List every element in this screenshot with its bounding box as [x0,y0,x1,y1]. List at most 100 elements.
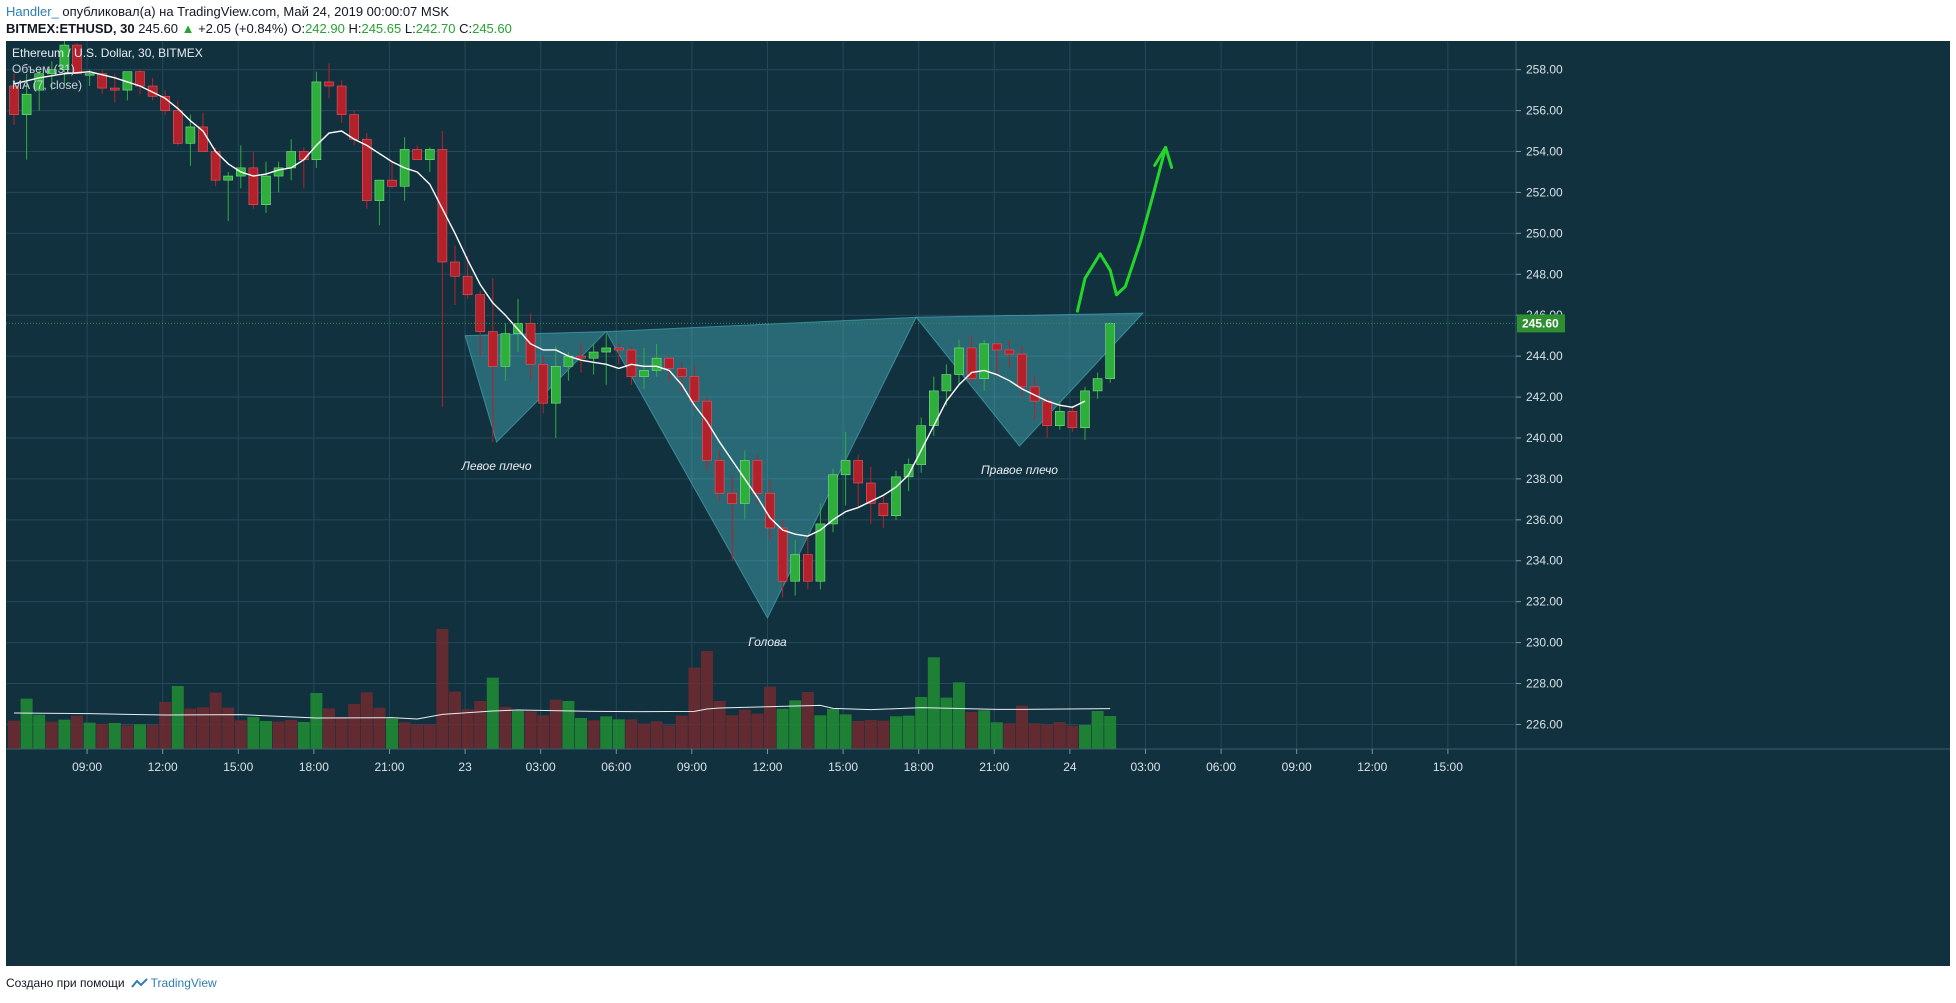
candle-body [777,527,788,582]
y-tick-label: 234.00 [1526,554,1563,568]
low-value: 242.70 [415,21,456,36]
candle-body [1105,323,1115,379]
x-tick-label: 24 [1063,760,1077,774]
price-chart[interactable]: Левое плечо Голова Правое плечо 226.00 228.… [6,41,1950,966]
candle-body [1080,390,1090,429]
volume-bar [209,692,222,749]
volume-bar [260,721,272,749]
volume-bar [953,682,965,749]
y-tick-label: 240.00 [1526,431,1563,445]
volume-bar [713,701,726,749]
volume-bar [990,722,1003,749]
candle-body [59,44,70,70]
volume-bar [71,715,83,749]
volume-bar [915,697,928,749]
volume-bar [965,712,978,749]
publish-info: опубликовал(а) на TradingView.com, Май 2… [58,4,450,19]
volume-bar [386,718,398,749]
volume-bar [701,651,713,749]
candle-body [97,73,107,89]
candle-body [261,175,271,205]
open-label: O: [291,21,306,36]
volume-bar [1079,725,1091,749]
volume-bar [940,697,953,749]
tradingview-logo-icon [130,978,148,988]
x-tick-label: 12:00 [148,760,178,774]
volume-bar [814,715,827,749]
candle-body [714,460,725,494]
author-link[interactable]: Handler_ [6,4,59,19]
legend-series: Ethereum / U.S. Dollar, 30, BITMEX [12,46,203,60]
candle-body [311,81,322,160]
volume-bar [461,709,474,749]
volume-bar [600,716,613,749]
volume-bar [927,657,940,749]
volume-bar [474,701,487,749]
candle-body [1029,386,1040,402]
candle-body [500,333,511,367]
volume-bar [146,725,159,749]
candle-body [84,73,95,76]
volume-bar [902,715,915,749]
candle-body [878,503,889,517]
y-tick-label: 258.00 [1526,63,1563,77]
ohlc-line: BITMEX:ETHUSD, 30 245.60 ▲ +2.05 (+0.84%… [6,20,512,37]
candle-body [727,492,738,504]
price-change: +2.05 (+0.84%) [198,21,288,36]
volume-bar [776,708,789,749]
y-tick-label: 254.00 [1526,144,1563,158]
footer-brand-link[interactable]: TradingView [150,976,217,990]
candle-body [613,347,624,351]
candle-body [349,114,360,140]
candle-body [676,368,687,377]
candle-body [765,492,775,529]
candlestick-series [9,41,1115,598]
volume-bar [638,723,650,749]
candle-body [865,482,876,504]
candle-body [840,460,851,476]
volume-bar [549,699,562,749]
volume-bar [726,715,739,749]
volume-bar [83,722,96,749]
footer-created: Создано при помощи [6,976,125,990]
candle-body [702,400,712,461]
candle-body [387,179,397,187]
forecast-arrow [1075,145,1168,313]
volume-bar [675,715,688,749]
candle-body [450,261,460,277]
volume-bar [625,719,638,749]
x-tick-label: 15:00 [828,760,858,774]
axes: 226.00 228.00 230.00 232.00 234.00 236.00 238.… [6,41,1950,966]
volume-bar [738,709,751,749]
volume-ma-line [13,704,1111,720]
chart-legend: Ethereum / U.S. Dollar, 30, BITMEX Объем… [12,46,203,92]
low-label: L: [404,21,416,36]
candle-body [991,343,1002,351]
last-price-label: 245.60 [1522,316,1559,330]
volume-bar [562,701,575,749]
candle-body [21,93,32,115]
volume-bar [45,721,58,749]
candle-body [815,523,826,582]
volume-bar [222,707,235,749]
candle-body [160,95,170,111]
y-tick-label: 232.00 [1526,595,1563,609]
candle-body [802,554,813,582]
candle-body [248,167,259,205]
volume-bar [96,724,109,749]
candle-body [689,376,700,402]
volume-bar [121,725,134,749]
y-tick-label: 238.00 [1526,472,1563,486]
volume-bar [33,714,46,749]
legend-volume: Объем (31) [12,62,75,76]
pattern-label: Левое плечо [461,459,532,473]
volume-bar [159,702,172,749]
volume-bar [486,677,499,749]
x-tick-label: 06:00 [1206,760,1236,774]
candle-body [550,366,561,404]
volume-bar [1066,725,1079,749]
candle-body [361,138,372,201]
x-tick-label: 21:00 [979,760,1009,774]
candle-body [979,343,990,379]
candle-body [588,351,599,359]
